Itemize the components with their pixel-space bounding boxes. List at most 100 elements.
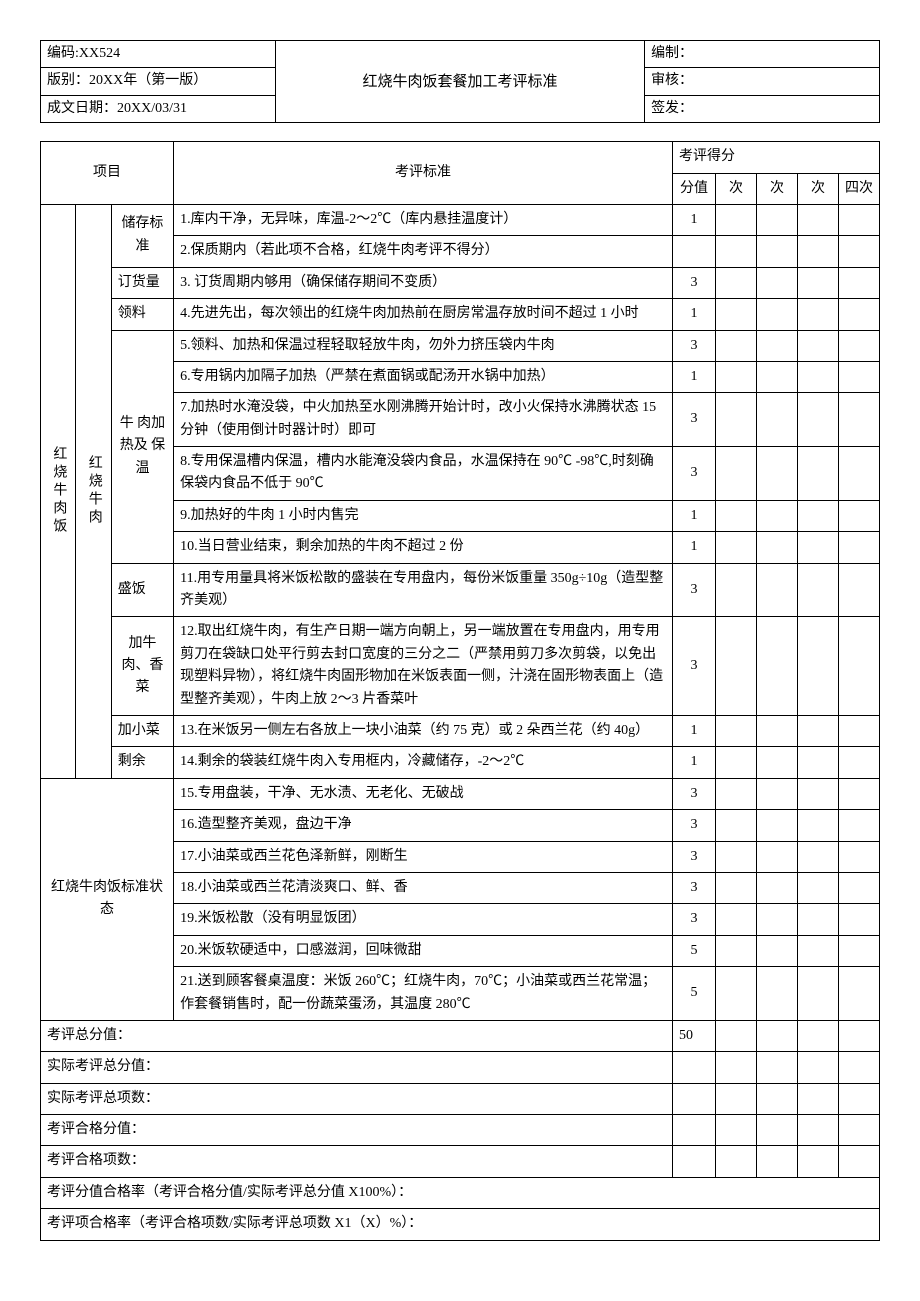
score-cell[interactable] (798, 500, 839, 531)
score-cell[interactable] (716, 500, 757, 531)
score-cell[interactable] (757, 715, 798, 746)
score-cell[interactable] (673, 1083, 716, 1114)
score-cell[interactable] (716, 1115, 757, 1146)
score-cell[interactable] (839, 447, 880, 501)
score-cell[interactable] (757, 967, 798, 1021)
score-cell[interactable] (716, 747, 757, 778)
score-cell[interactable] (757, 204, 798, 235)
score-cell[interactable] (839, 967, 880, 1021)
score-cell[interactable] (798, 1115, 839, 1146)
score-cell[interactable] (839, 810, 880, 841)
score-cell[interactable] (673, 1052, 716, 1083)
score-cell[interactable] (716, 841, 757, 872)
score-cell[interactable] (716, 236, 757, 267)
score-cell[interactable] (716, 715, 757, 746)
score-cell[interactable] (757, 747, 798, 778)
score-cell[interactable] (757, 330, 798, 361)
score-cell[interactable] (716, 935, 757, 966)
score-cell[interactable] (839, 204, 880, 235)
score-cell[interactable] (798, 935, 839, 966)
score-cell[interactable] (839, 532, 880, 563)
score-cell[interactable] (716, 778, 757, 809)
score-cell[interactable] (798, 330, 839, 361)
score-cell[interactable] (716, 1020, 757, 1051)
score-cell[interactable] (716, 204, 757, 235)
score-cell[interactable] (757, 361, 798, 392)
score-cell[interactable] (757, 236, 798, 267)
score-cell[interactable] (798, 393, 839, 447)
score-cell[interactable] (839, 715, 880, 746)
score-cell[interactable] (798, 361, 839, 392)
score-cell[interactable] (757, 841, 798, 872)
score-cell[interactable] (757, 810, 798, 841)
score-cell[interactable] (839, 778, 880, 809)
score-cell[interactable] (798, 204, 839, 235)
score-cell[interactable] (839, 872, 880, 903)
score-cell[interactable] (839, 1020, 880, 1051)
score-cell[interactable] (716, 361, 757, 392)
score-cell[interactable] (757, 563, 798, 617)
score-cell[interactable] (716, 1052, 757, 1083)
score-cell[interactable] (757, 447, 798, 501)
score-cell[interactable] (798, 1020, 839, 1051)
score-cell[interactable] (839, 393, 880, 447)
score-cell[interactable] (798, 747, 839, 778)
score-cell[interactable] (716, 617, 757, 716)
score-cell[interactable] (716, 393, 757, 447)
score-cell[interactable] (839, 563, 880, 617)
score-cell[interactable] (839, 1115, 880, 1146)
score-cell[interactable] (757, 393, 798, 447)
score-cell[interactable] (839, 236, 880, 267)
score-cell[interactable] (798, 715, 839, 746)
score-cell[interactable] (757, 778, 798, 809)
score-cell[interactable] (798, 563, 839, 617)
score-cell[interactable] (716, 872, 757, 903)
score-cell[interactable] (798, 617, 839, 716)
score-cell[interactable] (757, 500, 798, 531)
score-cell[interactable] (757, 1020, 798, 1051)
score-cell[interactable] (757, 532, 798, 563)
score-cell[interactable] (757, 872, 798, 903)
score-cell[interactable] (716, 299, 757, 330)
score-cell[interactable] (839, 500, 880, 531)
score-cell[interactable] (716, 563, 757, 617)
score-cell[interactable] (798, 841, 839, 872)
score-cell[interactable] (798, 810, 839, 841)
score-cell[interactable] (839, 1052, 880, 1083)
score-cell[interactable] (757, 299, 798, 330)
score-cell[interactable] (757, 1115, 798, 1146)
score-cell[interactable] (716, 967, 757, 1021)
score-cell[interactable] (798, 1052, 839, 1083)
score-cell[interactable] (757, 904, 798, 935)
score-cell[interactable] (716, 267, 757, 298)
score-cell[interactable] (757, 617, 798, 716)
score-cell[interactable] (839, 299, 880, 330)
score-cell[interactable] (839, 904, 880, 935)
score-cell[interactable] (716, 447, 757, 501)
score-cell[interactable] (798, 778, 839, 809)
score-cell[interactable] (798, 267, 839, 298)
score-cell[interactable] (757, 1146, 798, 1177)
score-cell[interactable] (798, 532, 839, 563)
score-cell[interactable] (798, 1146, 839, 1177)
score-cell[interactable] (716, 810, 757, 841)
score-cell[interactable] (839, 1146, 880, 1177)
score-cell[interactable] (839, 361, 880, 392)
score-cell[interactable] (839, 841, 880, 872)
score-cell[interactable] (757, 1052, 798, 1083)
score-cell[interactable] (839, 747, 880, 778)
score-cell[interactable] (757, 935, 798, 966)
score-cell[interactable] (839, 935, 880, 966)
score-cell[interactable] (757, 267, 798, 298)
score-cell[interactable] (798, 872, 839, 903)
score-cell[interactable] (839, 330, 880, 361)
score-cell[interactable] (757, 1083, 798, 1114)
score-cell[interactable] (798, 904, 839, 935)
score-cell[interactable] (673, 1146, 716, 1177)
score-cell[interactable] (798, 299, 839, 330)
score-cell[interactable] (798, 1083, 839, 1114)
score-cell[interactable] (716, 1146, 757, 1177)
score-cell[interactable] (798, 236, 839, 267)
score-cell[interactable] (716, 1083, 757, 1114)
score-cell[interactable] (839, 617, 880, 716)
